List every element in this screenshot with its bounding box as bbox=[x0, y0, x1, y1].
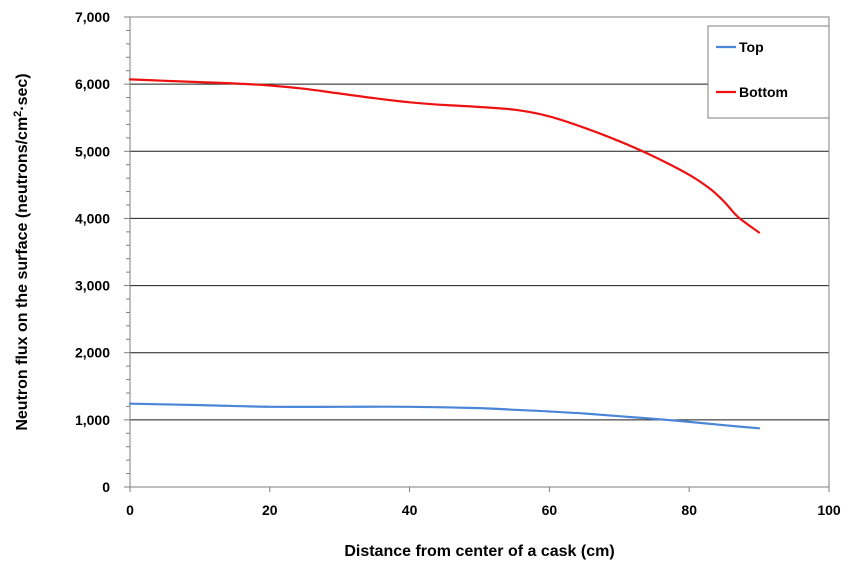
y-tick-label: 7,000 bbox=[75, 9, 110, 25]
legend-label-top: Top bbox=[739, 39, 764, 55]
y-axis-title-unit: ·sec) bbox=[14, 73, 31, 110]
x-tick-label: 0 bbox=[126, 502, 134, 518]
y-axis-title-main: Neutron flux on the surface (neutrons/cm bbox=[14, 117, 31, 431]
x-tick-label: 20 bbox=[262, 502, 278, 518]
y-tick-label: 5,000 bbox=[75, 143, 110, 159]
legend: Top Bottom bbox=[707, 25, 830, 119]
plot-area-frame bbox=[129, 16, 830, 488]
axes: 0 1,000 2,000 3,000 4,000 5,000 6,000 7,000 0 20 4… bbox=[75, 9, 841, 518]
y-tick-label: 0 bbox=[102, 479, 110, 495]
x-tick-label: 60 bbox=[542, 502, 558, 518]
series-line-top bbox=[128, 402, 761, 430]
legend-label-bottom: Bottom bbox=[739, 84, 788, 100]
x-tick-label: 80 bbox=[681, 502, 697, 518]
x-tick-label: 40 bbox=[402, 502, 418, 518]
y-tick-label: 2,000 bbox=[75, 345, 110, 361]
axis-titles: Distance from center of a cask (cm) Neut… bbox=[12, 73, 615, 560]
y-tick-label: 4,000 bbox=[75, 210, 110, 226]
x-axis-title: Distance from center of a cask (cm) bbox=[344, 543, 614, 560]
y-tick-label: 3,000 bbox=[75, 278, 110, 294]
series-line-bottom bbox=[128, 78, 761, 234]
y-axis-title: Neutron flux on the surface (neutrons/cm… bbox=[12, 73, 31, 430]
y-axis-title-superscript: 2 bbox=[12, 111, 24, 117]
y-tick-label: 1,000 bbox=[75, 412, 110, 428]
legend-box bbox=[707, 25, 830, 119]
series-lines bbox=[128, 78, 761, 430]
x-tick-label: 100 bbox=[817, 502, 841, 518]
y-tick-label: 6,000 bbox=[75, 76, 110, 92]
